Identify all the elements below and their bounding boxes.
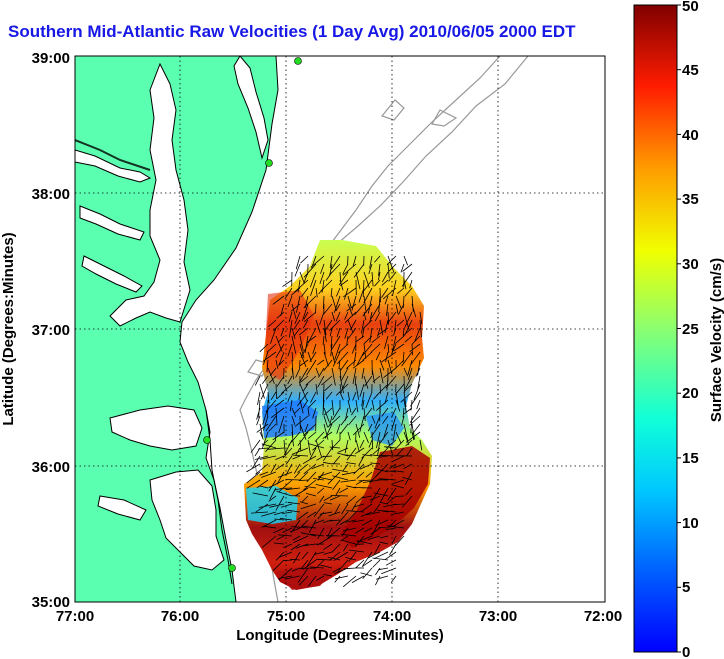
colorbar-tick-label: 35	[682, 191, 699, 208]
colorbar-tick-label: 25	[682, 321, 699, 338]
colorbar-tick-label: 30	[682, 256, 699, 273]
y-tick-label: 36:00	[32, 459, 70, 476]
colorbar-tick-label: 0	[682, 644, 690, 659]
vector-arrows	[246, 255, 423, 588]
chart-title: Southern Mid-Atlantic Raw Velocities (1 …	[8, 22, 576, 41]
colorbar-ticks	[677, 4, 681, 653]
colorbar-label: Surface Velocity (cm/s)	[708, 258, 724, 422]
y-tick-label: 37:00	[32, 322, 70, 339]
y-axis-ticks: 39:00 38:00 37:00 36:00 35:00	[32, 50, 70, 611]
colorbar-tick-label: 45	[682, 62, 699, 79]
colorbar-tick-label: 40	[682, 127, 699, 144]
grid-lines	[75, 56, 605, 602]
land-mass	[75, 56, 279, 602]
colorbar-tick-label: 10	[682, 515, 699, 532]
y-tick-label: 38:00	[32, 186, 70, 203]
x-tick-label: 74:00	[373, 608, 411, 625]
colorbar-tick-label: 5	[682, 579, 690, 596]
x-tick-label: 72:00	[584, 608, 622, 625]
x-tick-label: 77:00	[56, 608, 94, 625]
colorbar-tick-label: 50	[682, 0, 699, 15]
velocity-field	[244, 240, 432, 590]
x-tick-label: 73:00	[479, 608, 517, 625]
colorbar-tick-label: 15	[682, 450, 699, 467]
x-tick-label: 75:00	[267, 608, 305, 625]
x-axis-label: Longitude (Degrees:Minutes)	[236, 627, 444, 644]
colorbar-gradient	[633, 4, 678, 653]
y-tick-label: 39:00	[32, 50, 70, 67]
radar-stations	[203, 57, 302, 572]
x-tick-label: 76:00	[161, 608, 199, 625]
colorbar: 0 5 10 15 20 25 30 35 40 45 50 Surface V…	[633, 0, 724, 659]
y-axis-label: Latitude (Degrees:Minutes)	[0, 232, 17, 425]
colorbar-tick-label: 20	[682, 385, 699, 402]
y-tick-label: 35:00	[32, 594, 70, 611]
velocity-vectors	[246, 255, 423, 588]
x-axis-ticks: 77:00 76:00 75:00 74:00 73:00 72:00	[56, 608, 622, 625]
